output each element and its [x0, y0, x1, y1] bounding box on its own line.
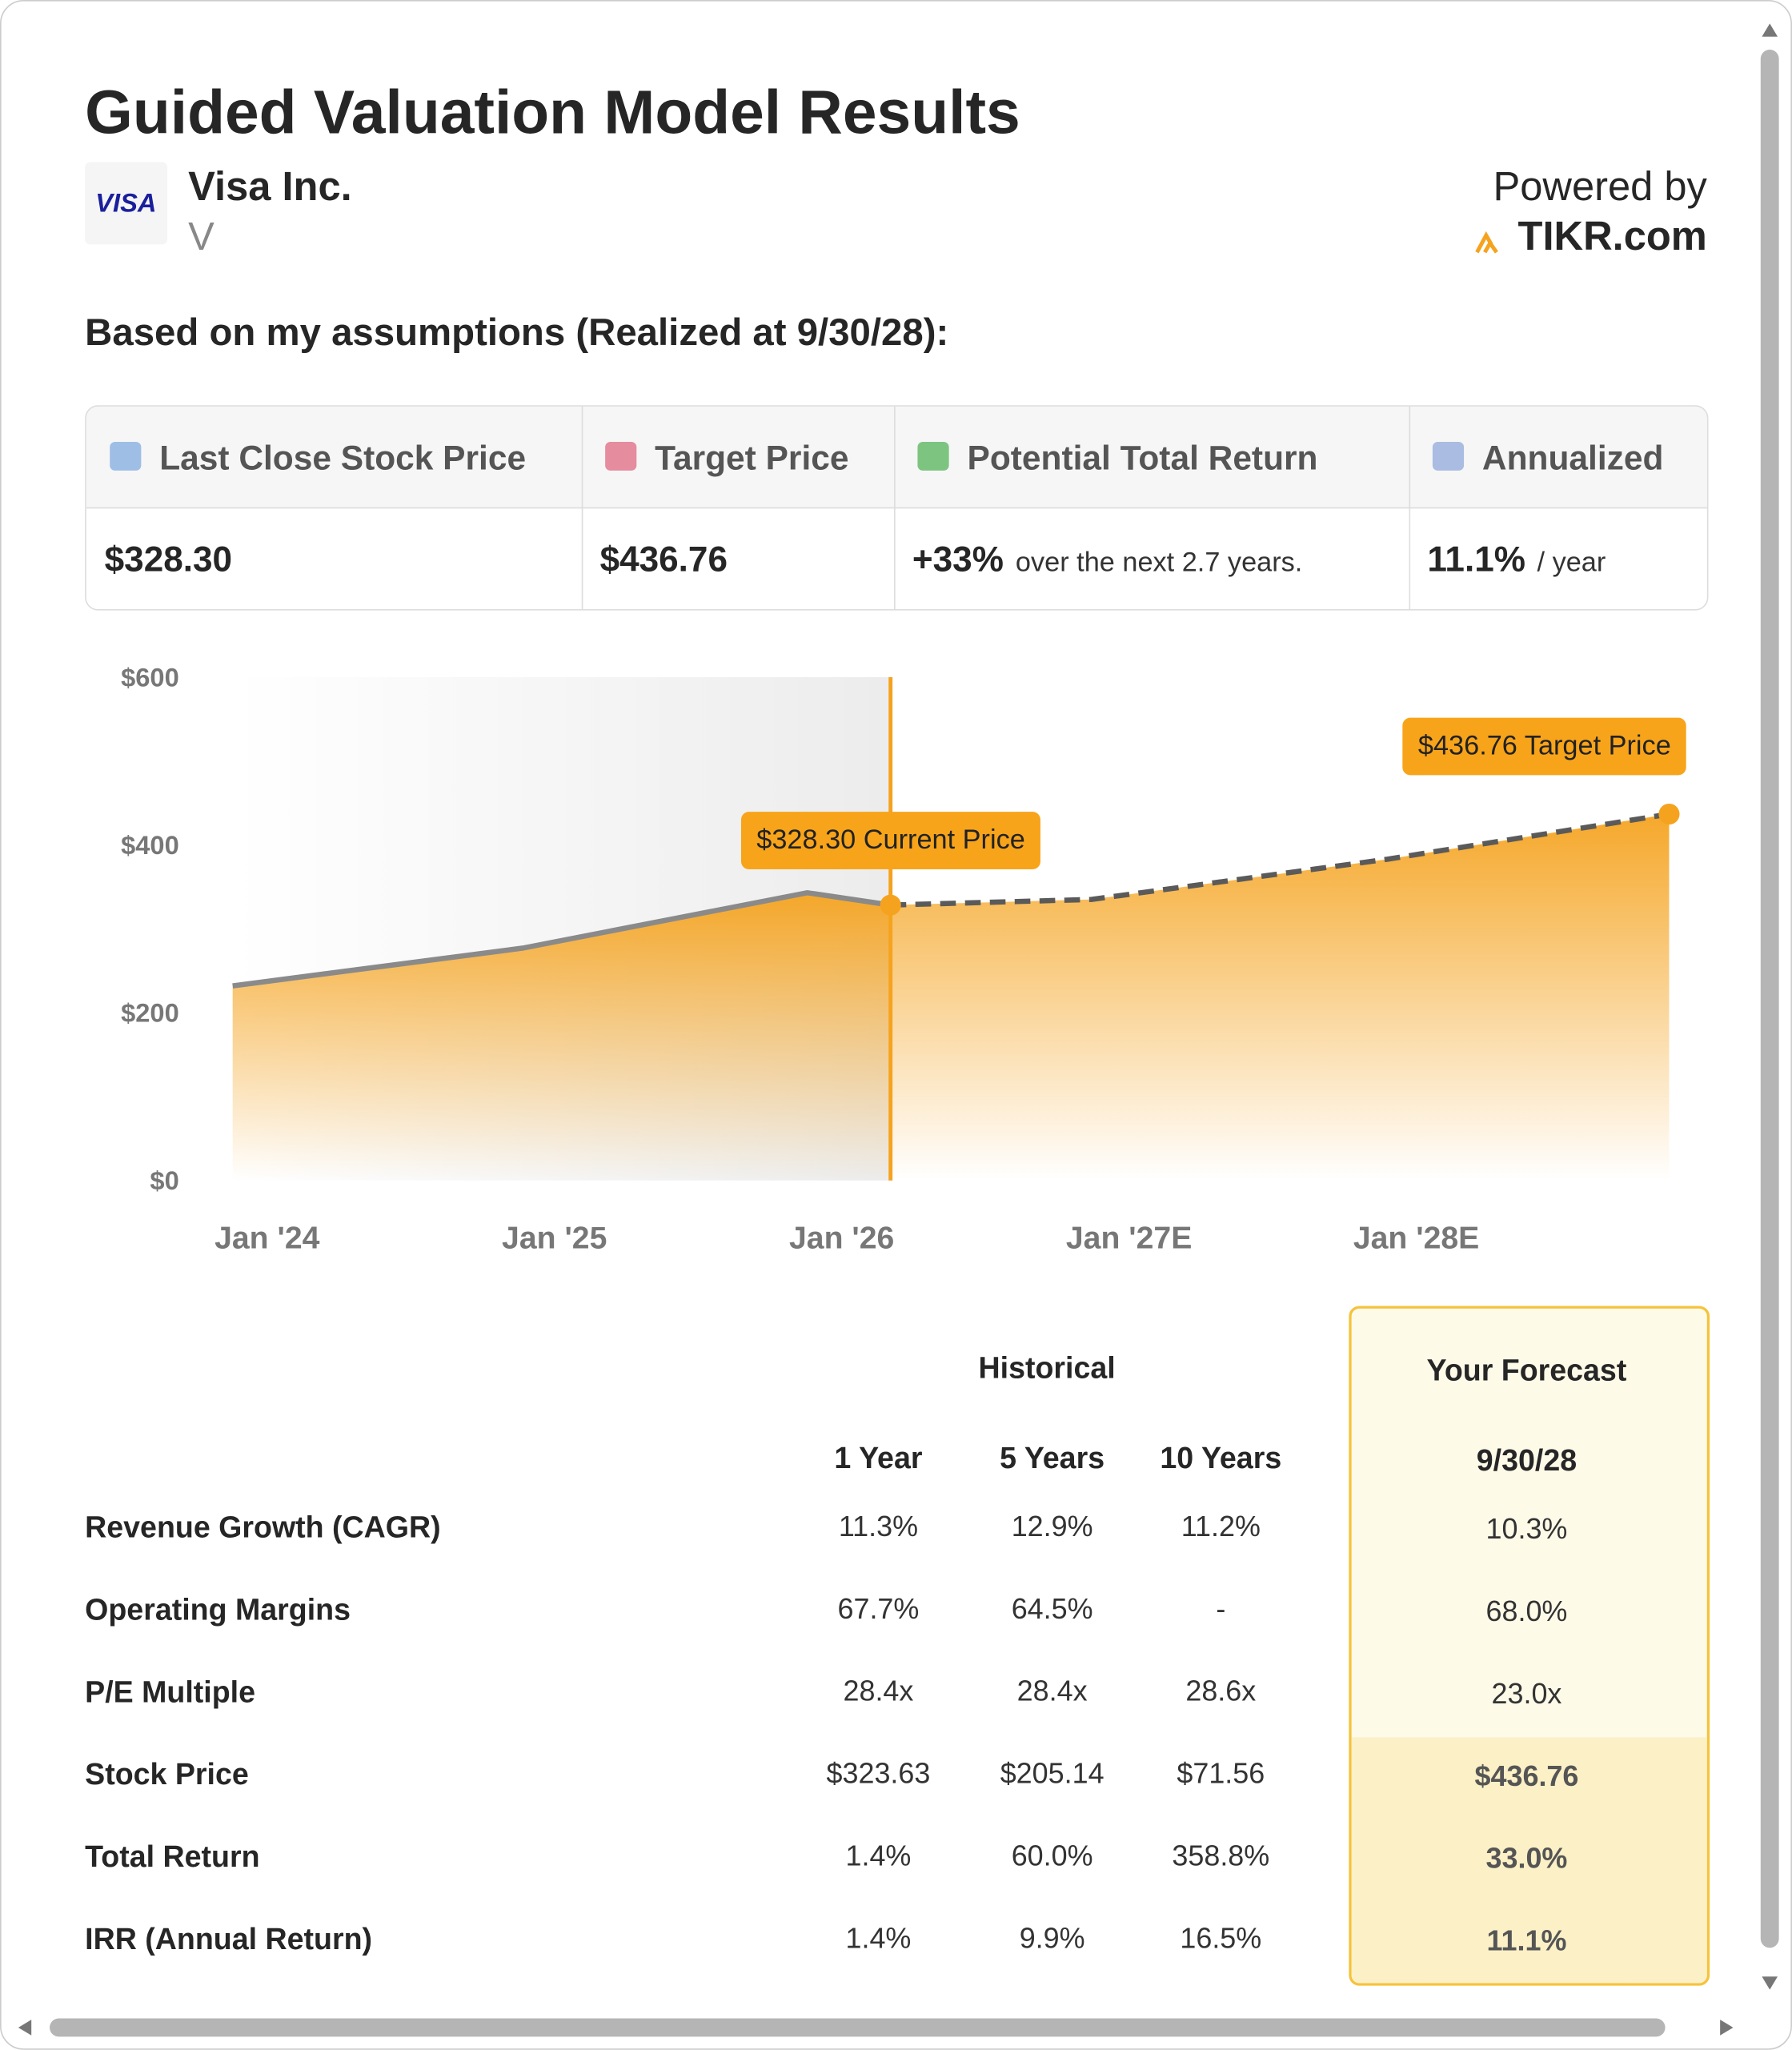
group-header: Historical: [978, 1350, 1116, 1385]
chart: $0 $200 $400 $600 Jan '24 Jan '25 Jan '26 Jan '…: [121, 662, 1680, 1256]
row-label: Revenue Growth (CAGR): [85, 1510, 441, 1544]
table-cell: -: [1216, 1592, 1226, 1625]
group-header: Your Forecast: [1426, 1353, 1627, 1387]
x-tick-label: Jan '25: [502, 1222, 607, 1256]
point: [880, 894, 901, 916]
table-cell: 23.0x: [1491, 1677, 1562, 1711]
table-cell: 1.4%: [845, 1839, 912, 1872]
row-label: Total Return: [85, 1839, 260, 1874]
forecast-box: [1349, 1306, 1710, 1986]
column-header: 5 Years: [1000, 1440, 1105, 1475]
y-tick-label: $0: [150, 1165, 178, 1195]
table-cell: 60.0%: [1011, 1839, 1093, 1872]
column-header: 9/30/28: [1476, 1442, 1578, 1478]
table-cell: 10.3%: [1485, 1512, 1568, 1546]
table-cell: 28.4x: [1016, 1675, 1088, 1707]
x-tick-label: Jan '24: [214, 1222, 320, 1256]
annotation: $328.30 Current Price: [740, 812, 1041, 870]
table-cell: 11.3%: [838, 1510, 919, 1543]
table-cell: 68.0%: [1485, 1595, 1568, 1628]
row-label: P/E Multiple: [85, 1675, 256, 1709]
table-cell: 11.1%: [1486, 1924, 1567, 1957]
h-scrollbar[interactable]: [50, 2018, 1666, 2037]
table-cell: 9.9%: [1019, 1921, 1085, 1955]
column-header: 10 Years: [1160, 1440, 1282, 1475]
y-tick-label: $600: [121, 662, 179, 692]
table-cell: 28.4x: [843, 1675, 914, 1707]
row-label: Stock Price: [85, 1756, 249, 1791]
table-cell: $323.63: [826, 1756, 931, 1790]
table-cell: 28.6x: [1185, 1675, 1257, 1707]
point: [1658, 803, 1680, 825]
table-cell: 11.2%: [1181, 1510, 1261, 1543]
v-scrollbar[interactable]: [1760, 50, 1779, 1948]
annotation: $436.76 Target Price: [1402, 717, 1687, 775]
table-cell: 67.7%: [837, 1592, 920, 1625]
row-label: Operating Margins: [85, 1592, 351, 1627]
table-cell: 358.8%: [1172, 1839, 1270, 1872]
column-header: 1 Year: [834, 1440, 923, 1475]
x-tick-label: Jan '28E: [1353, 1222, 1479, 1256]
y-tick-label: $400: [121, 830, 179, 860]
table-cell: $205.14: [1000, 1756, 1104, 1790]
table-cell: 64.5%: [1011, 1592, 1093, 1625]
table-cell: $436.76: [1474, 1759, 1579, 1792]
row-label: IRR (Annual Return): [85, 1921, 373, 1956]
x-tick-label: Jan '27E: [1066, 1222, 1192, 1256]
table-cell: $71.56: [1177, 1756, 1265, 1790]
table-cell: 12.9%: [1011, 1510, 1093, 1543]
y-tick-label: $200: [121, 998, 179, 1028]
table-cell: 33.0%: [1485, 1842, 1568, 1875]
table-cell: 16.5%: [1180, 1921, 1262, 1955]
table-cell: 1.4%: [845, 1921, 912, 1955]
x-tick-label: Jan '26: [789, 1222, 894, 1256]
